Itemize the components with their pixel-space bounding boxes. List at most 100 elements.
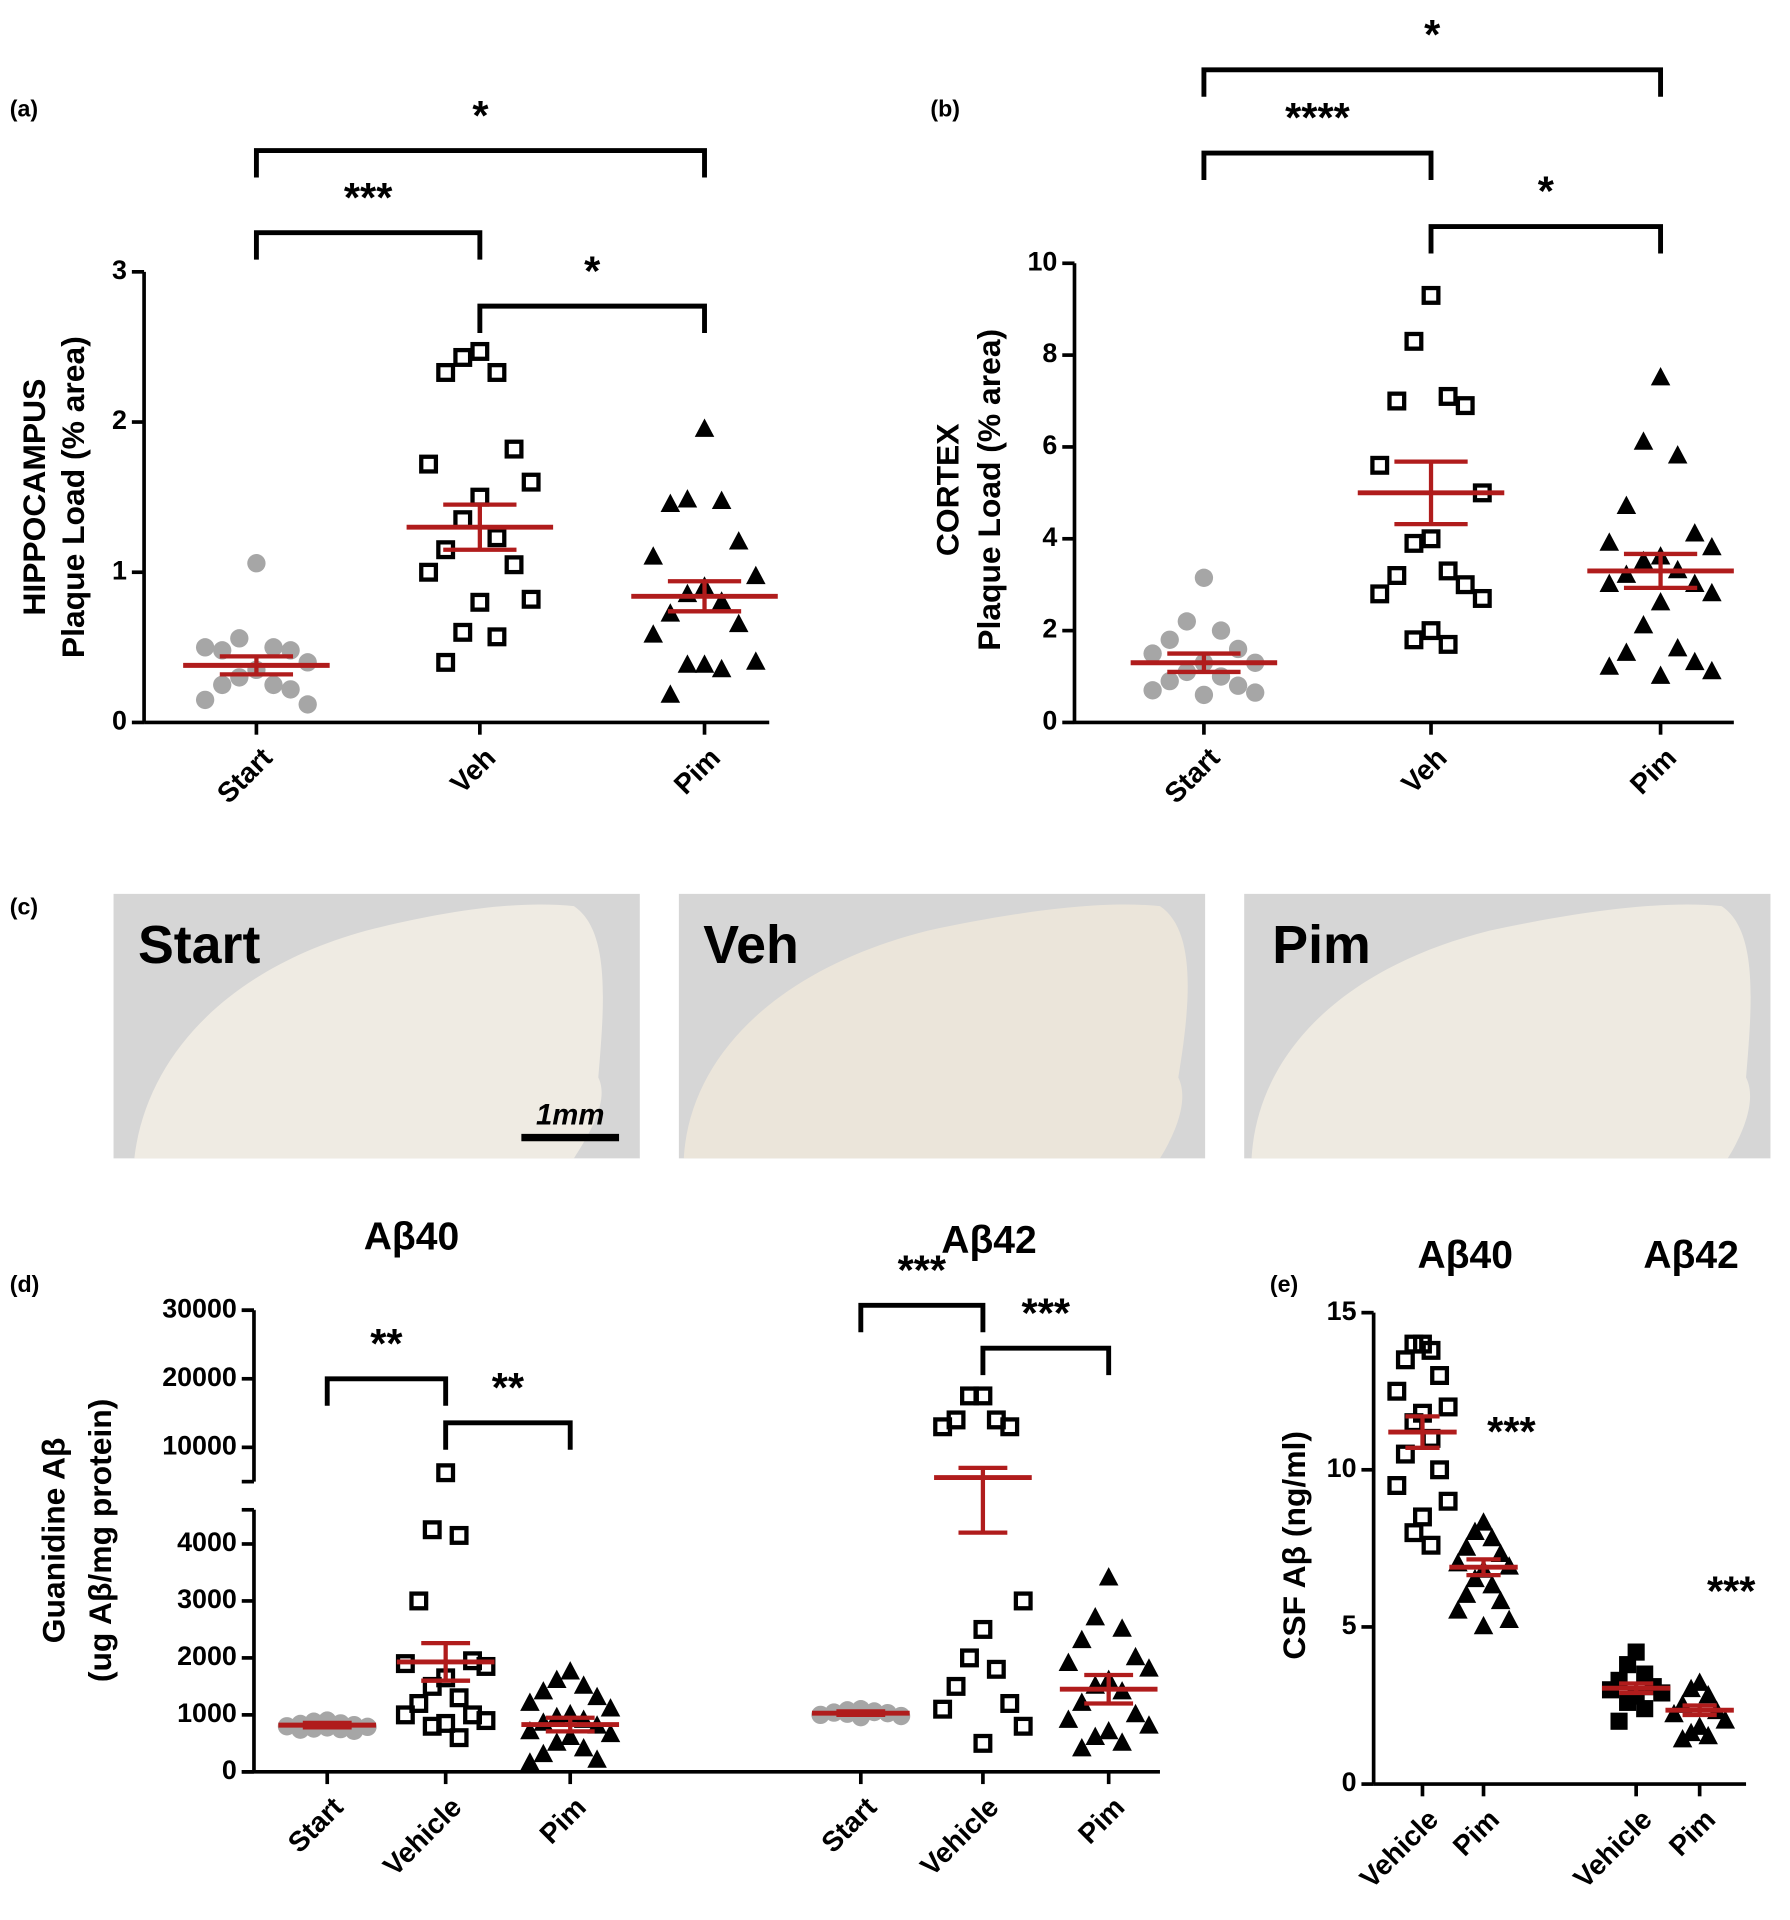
data-point	[1387, 1381, 1407, 1401]
data-point	[711, 490, 732, 509]
significance-bracket	[253, 230, 483, 260]
x-tick-label: Pim	[1447, 1803, 1505, 1861]
image-label: Veh	[703, 915, 799, 975]
y-tick-label: 10000	[162, 1430, 237, 1460]
data-point	[409, 1591, 429, 1611]
data-point	[1194, 685, 1214, 705]
data-point	[1085, 1607, 1106, 1626]
data-point	[973, 1619, 993, 1639]
y-tick-label: 1	[112, 555, 127, 585]
data-point	[1000, 1417, 1020, 1437]
data-point	[1160, 671, 1179, 691]
data-point	[476, 1711, 496, 1731]
y-axis-label: Plaque Load (% area)	[971, 329, 1007, 651]
y-tick-label: 4000	[177, 1527, 237, 1557]
significance-bracket	[1201, 150, 1434, 180]
data-point	[1702, 536, 1722, 556]
data-point	[1633, 615, 1654, 634]
y-tick-label: 8	[1042, 338, 1057, 368]
data-point	[422, 1716, 442, 1736]
significance-bracket	[858, 1302, 986, 1333]
data-point	[587, 1749, 607, 1768]
data-point	[1438, 386, 1458, 406]
data-point	[298, 653, 317, 672]
x-tick-label: Start	[282, 1791, 350, 1859]
data-point	[1616, 564, 1637, 583]
data-point	[1421, 1340, 1441, 1360]
x-tick-label: Vehicle	[377, 1791, 467, 1882]
data-point	[677, 654, 698, 673]
data-point	[560, 1661, 580, 1680]
data-point	[1667, 445, 1688, 464]
data-point	[1599, 573, 1620, 593]
tissue	[683, 904, 1188, 1159]
significance-label: **	[492, 1364, 525, 1411]
data-point	[247, 554, 266, 573]
data-point	[419, 454, 439, 474]
data-point	[1370, 584, 1390, 604]
data-point	[1599, 532, 1620, 551]
data-point	[1013, 1716, 1033, 1736]
micrograph-veh: Veh	[678, 893, 1206, 1159]
data-point	[573, 1675, 594, 1694]
data-point	[694, 418, 715, 437]
y-tick-label: 1000	[177, 1698, 237, 1728]
significance-label: *	[584, 247, 601, 294]
data-point	[504, 555, 524, 575]
data-point	[436, 362, 456, 382]
data-point	[1246, 683, 1265, 702]
data-point	[1698, 1725, 1718, 1745]
data-point	[449, 1525, 469, 1545]
data-point	[677, 583, 698, 603]
data-point	[533, 1681, 554, 1700]
data-point	[643, 546, 664, 565]
data-point	[1616, 642, 1637, 661]
data-point	[298, 695, 317, 714]
micrograph-start: Start 1mm	[113, 893, 640, 1159]
y-tick-label: 3000	[177, 1584, 237, 1614]
data-point	[1228, 676, 1248, 695]
data-point	[1599, 656, 1620, 675]
data-point	[1499, 1609, 1519, 1628]
y-tick-label: 2000	[177, 1641, 237, 1671]
significance-label: ***	[344, 174, 393, 221]
image-label: Start	[138, 915, 260, 975]
x-tick-label: Vehicle	[914, 1791, 1004, 1882]
data-point	[1684, 651, 1705, 671]
data-point	[728, 531, 749, 550]
x-tick-label: Vehicle	[1354, 1803, 1444, 1894]
data-point	[573, 1738, 594, 1757]
data-point	[643, 624, 664, 643]
data-point	[1125, 1703, 1146, 1723]
significance-label: *	[472, 92, 489, 139]
data-point	[1465, 1568, 1485, 1588]
data-point	[436, 1463, 456, 1483]
data-point	[487, 528, 507, 548]
data-point	[1633, 431, 1654, 450]
data-point	[600, 1698, 621, 1717]
tissue	[1251, 904, 1751, 1159]
data-point	[960, 1386, 979, 1406]
data-point	[1160, 630, 1179, 649]
data-point	[1404, 331, 1424, 351]
scale-bar-label: 1mm	[536, 1098, 604, 1131]
significance-label: ***	[1707, 1567, 1756, 1614]
data-point	[1438, 634, 1458, 654]
x-tick-label: Start	[1158, 741, 1226, 809]
data-point	[1438, 561, 1458, 581]
data-point	[487, 627, 507, 647]
data-point	[1650, 665, 1671, 684]
x-tick-label: Veh	[444, 742, 501, 799]
data-point	[1482, 1527, 1502, 1547]
data-point	[1072, 1629, 1092, 1649]
x-tick-label: Pim	[534, 1791, 592, 1849]
data-point	[1413, 1507, 1432, 1527]
data-point	[1430, 1366, 1450, 1386]
data-point	[1438, 1397, 1458, 1417]
data-point	[1421, 621, 1441, 641]
data-point	[1702, 582, 1722, 602]
y-tick-label: 20000	[162, 1362, 237, 1392]
data-point	[746, 565, 766, 585]
y-axis-label: HIPPOCAMPUS	[16, 379, 52, 616]
data-point	[560, 1726, 580, 1746]
